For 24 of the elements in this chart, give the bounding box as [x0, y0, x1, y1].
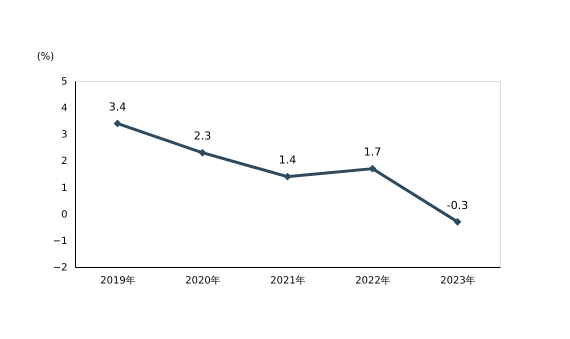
point [284, 172, 292, 181]
point [454, 218, 462, 226]
x-tick-label: 2021年 [270, 274, 306, 286]
y-tick-label: 1 [61, 182, 68, 194]
data-label: 1.4 [278, 154, 296, 167]
x-tick-label: 2020年 [185, 274, 221, 286]
data-label: 3.4 [108, 100, 126, 114]
x-tick-label: 2022年 [355, 274, 391, 286]
y-axis-title: (%) [36, 52, 54, 62]
y-tick-label: 4 [61, 103, 68, 114]
point [198, 148, 206, 157]
point [368, 164, 376, 173]
y-tick-label: −1 [52, 236, 68, 247]
data-label: -0.3 [446, 198, 468, 212]
y-tick-label: 5 [61, 76, 68, 88]
x-tick-label: 2023年 [440, 274, 476, 286]
point [114, 120, 122, 128]
data-label: 2.3 [194, 130, 212, 143]
y-tick-label: 3 [61, 130, 68, 141]
y-tick-label: −2 [52, 262, 68, 274]
x-tick-label: 2019年 [100, 274, 136, 286]
y-tick-label: 2 [61, 156, 68, 168]
y-tick-label: 0 [61, 209, 68, 220]
data-label: 1.7 [364, 146, 382, 159]
